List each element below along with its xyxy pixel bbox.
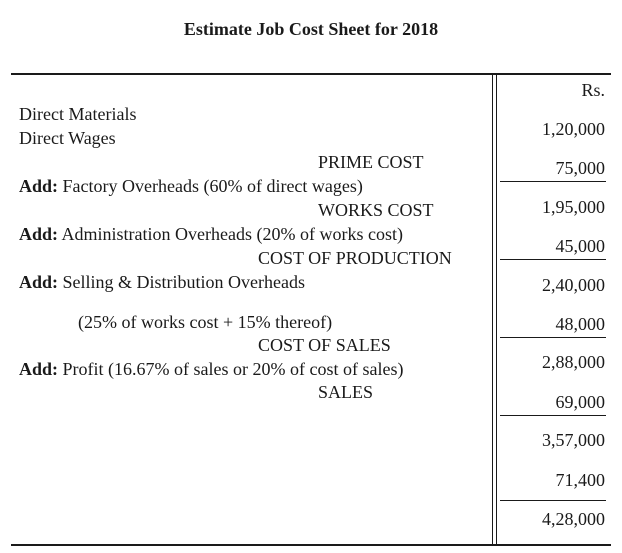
subtotal-rule xyxy=(500,259,606,260)
amount-cell: 1,20,000 xyxy=(542,119,605,139)
line-cost-of-production: COST OF PRODUCTION xyxy=(258,248,452,268)
add-label: Add: xyxy=(19,272,59,292)
add-label: Add: xyxy=(19,359,59,379)
line-sales: SALES xyxy=(318,382,374,402)
line-direct-materials: Direct Materials xyxy=(19,104,137,124)
table-bottom-border xyxy=(11,544,611,546)
line-selling-detail: (25% of works cost + 15% thereof) xyxy=(78,312,333,332)
line-selling-overheads: Add: Selling & Distribution Overheads xyxy=(19,272,305,292)
amount-cell: 45,000 xyxy=(555,236,606,256)
amount-cell: 2,40,000 xyxy=(542,275,605,295)
currency-header: Rs. xyxy=(581,80,605,100)
amount-cell: 71,400 xyxy=(555,470,606,490)
column-divider-left xyxy=(492,73,493,546)
amount-cell: 69,000 xyxy=(555,392,606,412)
sheet-title: Estimate Job Cost Sheet for 2018 xyxy=(183,19,439,39)
amount-cell: 48,000 xyxy=(555,314,606,334)
profit-text: Profit (16.67% of sales or 20% of cost o… xyxy=(62,359,404,379)
add-label: Add: xyxy=(19,176,59,196)
factory-overheads-text: Factory Overheads (60% of direct wages) xyxy=(62,176,363,196)
amount-cell: 3,57,000 xyxy=(542,430,605,450)
line-profit: Add: Profit (16.67% of sales or 20% of c… xyxy=(19,359,403,379)
subtotal-rule xyxy=(500,337,606,338)
table-top-border xyxy=(11,73,611,75)
admin-overheads-text: Administration Overheads (20% of works c… xyxy=(61,224,403,244)
column-divider-right xyxy=(496,73,497,546)
line-direct-wages: Direct Wages xyxy=(19,128,116,148)
line-admin-overheads: Add: Administration Overheads (20% of wo… xyxy=(19,224,403,244)
amount-cell: 4,28,000 xyxy=(542,509,605,529)
amount-cell: 1,95,000 xyxy=(542,197,605,217)
amount-cell: 2,88,000 xyxy=(542,352,605,372)
line-factory-overheads: Add: Factory Overheads (60% of direct wa… xyxy=(19,176,363,196)
subtotal-rule xyxy=(500,415,606,416)
subtotal-rule xyxy=(500,500,606,501)
line-prime-cost: PRIME COST xyxy=(318,152,424,172)
line-cost-of-sales: COST OF SALES xyxy=(258,335,391,355)
selling-overheads-text: Selling & Distribution Overheads xyxy=(62,272,305,292)
add-label: Add: xyxy=(19,224,59,244)
subtotal-rule xyxy=(500,181,606,182)
amount-cell: 75,000 xyxy=(555,158,606,178)
line-works-cost: WORKS COST xyxy=(318,200,434,220)
